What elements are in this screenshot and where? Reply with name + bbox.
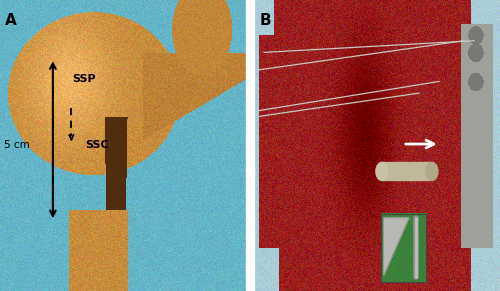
Text: SSC: SSC [85,141,108,150]
Polygon shape [384,218,409,275]
Ellipse shape [426,162,438,180]
Text: A: A [5,13,17,28]
Ellipse shape [376,162,388,180]
Bar [246,0,254,291]
Text: SSP: SSP [72,74,96,84]
Bar [380,214,426,282]
Text: 5 cm: 5 cm [4,141,30,150]
Bar [382,162,432,180]
Text: B: B [260,13,272,28]
